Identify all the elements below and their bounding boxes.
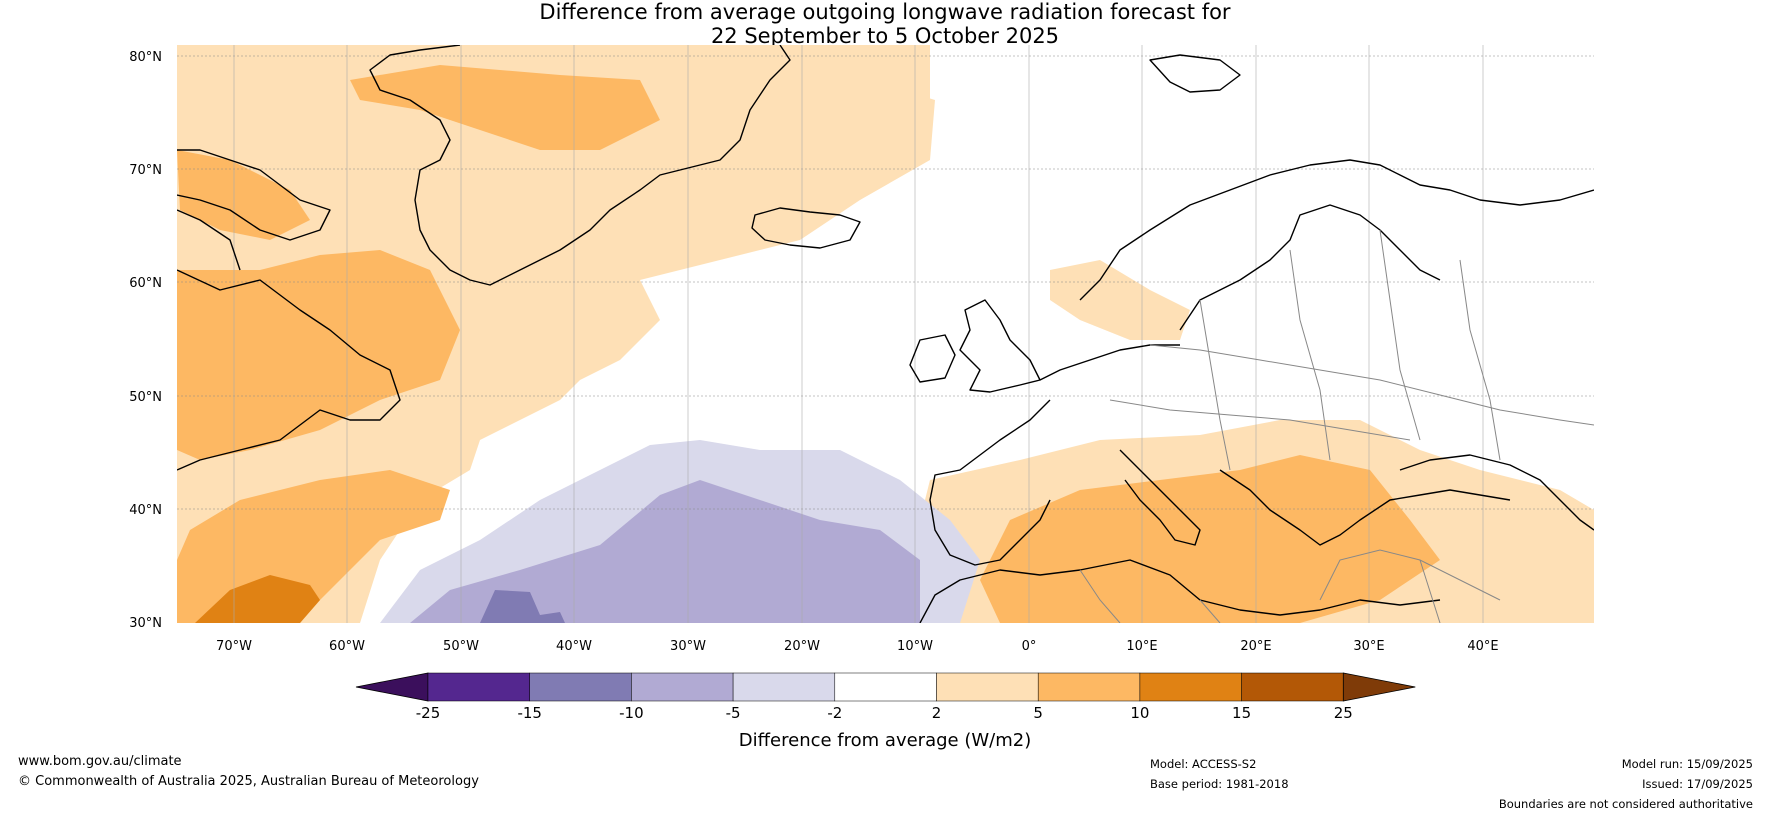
lon-label-10w: 10°W xyxy=(897,639,933,654)
footer-copyright: © Commonwealth of Australia 2025, Austra… xyxy=(18,774,479,789)
coastline-labrador xyxy=(177,269,401,471)
footer-model: Model: ACCESS-S2 xyxy=(1150,757,1257,771)
lon-label-0: 0° xyxy=(1022,639,1037,654)
lat-label-30n: 30°N xyxy=(129,616,162,631)
footer-base-period: Base period: 1981-2018 xyxy=(1150,777,1289,791)
coastline-italy xyxy=(1119,449,1201,546)
colorbar-segment-1 xyxy=(427,672,530,702)
lon-label-20w: 20°W xyxy=(784,639,820,654)
anomaly-region-neg-10-15 xyxy=(480,590,565,623)
lon-label-10e: 10°E xyxy=(1126,639,1157,654)
footer-disclaimer: Boundaries are not considered authoritat… xyxy=(1498,797,1753,811)
lon-label-30w: 30°W xyxy=(670,639,706,654)
colorbar-segment-2 xyxy=(529,672,632,702)
coastline-svalbard xyxy=(1149,54,1241,93)
coastline-great-britain xyxy=(959,299,1041,393)
colorbar-segment-3 xyxy=(631,672,734,702)
lon-label-20e: 20°E xyxy=(1240,639,1271,654)
lat-label-40n: 40°N xyxy=(129,503,162,518)
colorbar-tick-label: 10 xyxy=(1130,704,1149,722)
lon-label-60w: 60°W xyxy=(329,639,365,654)
anomaly-region-5-10-greenland-sea xyxy=(350,65,660,150)
footer-issued: Issued: 17/09/2025 xyxy=(1642,777,1753,791)
coastline-ireland xyxy=(909,334,956,383)
lat-label-70n: 70°N xyxy=(129,163,162,178)
lat-label-80n: 80°N xyxy=(129,50,162,65)
coastline-baltic xyxy=(1179,204,1441,331)
colorbar-segment-8 xyxy=(1139,672,1242,702)
lat-label-60n: 60°N xyxy=(129,276,162,291)
anomaly-region-5-10-labrador xyxy=(177,250,460,460)
colorbar-tick-label: 5 xyxy=(1033,704,1043,722)
lat-label-50n: 50°N xyxy=(129,390,162,405)
coastline-black-sea xyxy=(1399,454,1594,531)
title-line-1: Difference from average outgoing longwav… xyxy=(539,0,1231,24)
colorbar-segment-9 xyxy=(1241,672,1344,702)
anomaly-region-neg-5-10-central-atlantic xyxy=(410,480,920,623)
map-plot-area xyxy=(177,45,1594,623)
colorbar-segment-6 xyxy=(936,672,1039,702)
colorbar-tick-label: 2 xyxy=(932,704,942,722)
coastline-baffin xyxy=(177,149,331,241)
anomaly-region-5-10-baffin xyxy=(177,150,310,240)
colorbar-tick-label: -5 xyxy=(726,704,741,722)
graticule xyxy=(177,45,1594,623)
colorbar: -25 -15 -10 -5 -2 2 5 10 15 25 xyxy=(355,672,1416,722)
colorbar-tick-label: -10 xyxy=(619,704,644,722)
footer-model-run: Model run: 15/09/2025 xyxy=(1621,757,1753,771)
coastline-balkans xyxy=(1219,469,1511,546)
colorbar-tick-label: 25 xyxy=(1334,704,1353,722)
colorbar-extend-below xyxy=(355,672,429,702)
coastlines xyxy=(177,45,1594,623)
colorbar-segment-4 xyxy=(732,672,836,702)
title-line-2: 22 September to 5 October 2025 xyxy=(710,24,1060,48)
colorbar-segment-5 xyxy=(834,672,937,702)
anomaly-region-2-5-east-atlantic xyxy=(850,45,930,170)
colorbar-tick-label: -2 xyxy=(827,704,842,722)
anomaly-region-5-10-mediterranean xyxy=(980,455,1440,623)
footer-website: www.bom.gov.au/climate xyxy=(18,754,182,769)
anomaly-region-2-5-scandinavia xyxy=(1050,260,1190,340)
colorbar-tick-label: 15 xyxy=(1232,704,1251,722)
coastline-north-africa xyxy=(919,559,1441,623)
map-title: Difference from average outgoing longwav… xyxy=(0,0,1770,48)
colorbar-tick-label: -25 xyxy=(416,704,441,722)
lon-label-40w: 40°W xyxy=(556,639,592,654)
colorbar-tick-label: -15 xyxy=(517,704,542,722)
lon-label-50w: 50°W xyxy=(443,639,479,654)
coastline-greenland xyxy=(369,45,791,286)
lon-label-70w: 70°W xyxy=(216,639,252,654)
coastline-scandinavia xyxy=(1079,159,1594,301)
colorbar-segment-7 xyxy=(1037,672,1141,702)
country-boundaries xyxy=(1079,229,1594,623)
lon-label-30e: 30°E xyxy=(1353,639,1384,654)
latitude-labels: 80°N 70°N 60°N 50°N 40°N 30°N xyxy=(129,50,162,631)
coastline-hudson xyxy=(177,209,241,271)
anomaly-region-10-15-subtropical xyxy=(195,575,320,623)
longitude-labels: 70°W 60°W 50°W 40°W 30°W 20°W 10°W 0° 10… xyxy=(216,639,1499,654)
colorbar-title: Difference from average (W/m2) xyxy=(739,730,1031,751)
colorbar-extend-above xyxy=(1342,672,1416,702)
lon-label-40e: 40°E xyxy=(1467,639,1498,654)
coastline-iceland xyxy=(751,207,861,249)
